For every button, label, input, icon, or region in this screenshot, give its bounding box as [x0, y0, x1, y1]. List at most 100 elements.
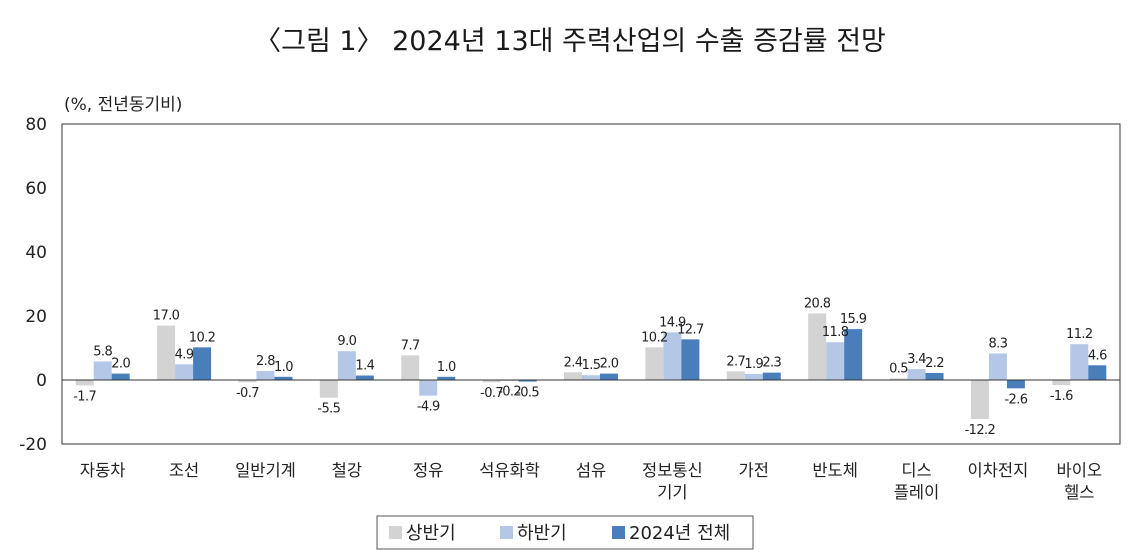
- category-label: 자동차: [80, 461, 126, 480]
- y-tick-label: 0: [36, 371, 47, 391]
- data-label: 1.0: [274, 360, 293, 375]
- data-label: -2.6: [1004, 392, 1027, 407]
- bar-full-year: [274, 376, 293, 380]
- category-label: 정보통신: [642, 461, 703, 480]
- data-label: 10.2: [641, 330, 668, 345]
- data-label: 11.2: [1066, 327, 1093, 342]
- legend: 상반기 하반기 2024년 전체: [376, 515, 754, 550]
- data-label: 14.9: [659, 315, 686, 330]
- data-label: 7.7: [401, 338, 420, 353]
- data-label: 5.8: [93, 344, 112, 359]
- bar-full-year: [193, 347, 212, 380]
- category-label: 헬스: [1064, 483, 1094, 502]
- data-label: 2.3: [762, 356, 781, 371]
- data-label: 20.8: [804, 296, 831, 311]
- bar-second-half: [582, 375, 600, 380]
- chart-title: 〈그림 1〉 2024년 13대 주력산업의 수출 증감률 전망: [254, 26, 886, 57]
- y-tick-label: 60: [25, 179, 47, 199]
- bar-second-half: [744, 373, 763, 380]
- data-label: 0.5: [889, 361, 908, 376]
- category-label: 일반기계: [235, 461, 296, 480]
- plot-frame: [61, 123, 1121, 445]
- bar-second-half: [337, 351, 356, 380]
- data-label: 2.8: [256, 354, 275, 369]
- bar-full-year: [1006, 380, 1025, 389]
- bar-full-year: [600, 373, 618, 380]
- bar-first-half: [645, 347, 664, 380]
- bar-second-half: [826, 342, 845, 380]
- data-label: -0.7: [236, 386, 259, 401]
- data-label: 1.0: [437, 360, 456, 375]
- legend-label: 상반기: [406, 523, 456, 544]
- category-label: 석유화학: [479, 461, 540, 480]
- data-label: 2.0: [111, 357, 130, 372]
- bar-full-year: [111, 373, 130, 380]
- legend-swatch: [500, 526, 513, 539]
- bar-first-half: [808, 313, 827, 380]
- data-label: -0.5: [516, 386, 539, 401]
- data-label: 8.3: [988, 336, 1007, 351]
- bars: [75, 313, 1107, 420]
- bar-first-half: [238, 380, 257, 383]
- bar-first-half: [564, 372, 582, 380]
- category-label: 반도체: [812, 461, 858, 480]
- bar-first-half: [970, 380, 989, 420]
- data-label: -1.6: [1050, 389, 1073, 404]
- bar-full-year: [925, 372, 944, 380]
- data-label: 9.0: [337, 334, 356, 349]
- bar-first-half: [889, 378, 908, 380]
- bar-first-half: [401, 355, 420, 380]
- bar-full-year: [681, 339, 700, 380]
- data-label: 3.4: [907, 352, 926, 367]
- bar-second-half: [419, 380, 438, 396]
- data-label: 1.5: [582, 358, 601, 373]
- legend-frame: [376, 515, 754, 550]
- data-label: 4.9: [175, 347, 194, 362]
- bar-first-half: [75, 380, 94, 386]
- bar-full-year: [1088, 365, 1107, 380]
- data-label: 4.6: [1088, 348, 1107, 363]
- data-label: 15.9: [840, 312, 867, 327]
- category-label: 철강: [332, 461, 362, 480]
- legend-swatch: [389, 526, 402, 539]
- bar-second-half: [1070, 344, 1089, 380]
- bar-first-half: [726, 371, 745, 380]
- data-label: 2.4: [564, 355, 583, 370]
- y-tick-label: 20: [25, 307, 47, 327]
- data-label: 10.2: [189, 330, 216, 345]
- bar-second-half: [93, 361, 112, 380]
- unit-label: (%, 전년동기비): [64, 95, 182, 115]
- y-tick-label: 80: [25, 115, 47, 135]
- bar-first-half: [319, 380, 338, 398]
- bar-second-half: [175, 364, 194, 380]
- data-label: 2.7: [726, 354, 745, 369]
- data-label: -1.7: [73, 389, 96, 404]
- bar-first-half: [1052, 380, 1071, 386]
- bar-full-year: [518, 380, 537, 382]
- bar-second-half: [907, 369, 926, 380]
- data-label: 17.0: [153, 309, 180, 324]
- data-label: 12.7: [677, 322, 704, 337]
- value-labels: -1.75.82.017.04.910.2-0.72.8 1.0-5.59.01.…: [73, 296, 1107, 438]
- category-label: 정유: [413, 461, 443, 480]
- bar-full-year: [355, 375, 374, 380]
- bar-first-half: [157, 325, 176, 380]
- category-label: 이차전지: [968, 461, 1029, 480]
- y-tick-label: 40: [25, 243, 47, 263]
- legend-swatch: [612, 526, 625, 539]
- category-label: 조선: [169, 461, 199, 480]
- data-label: -0.7: [480, 386, 503, 401]
- category-label: 바이오: [1057, 461, 1103, 480]
- category-label: 기기: [657, 483, 687, 502]
- category-label: 디스: [901, 461, 931, 480]
- category-label: 가전: [739, 461, 769, 480]
- data-label: -5.5: [317, 402, 340, 417]
- data-label: 1.4: [355, 359, 374, 374]
- data-label: 2.2: [925, 356, 944, 371]
- y-tick-label: -20: [19, 435, 47, 455]
- bar-first-half: [482, 380, 501, 383]
- y-axis: 80 60 40 20 0 -20: [19, 115, 47, 455]
